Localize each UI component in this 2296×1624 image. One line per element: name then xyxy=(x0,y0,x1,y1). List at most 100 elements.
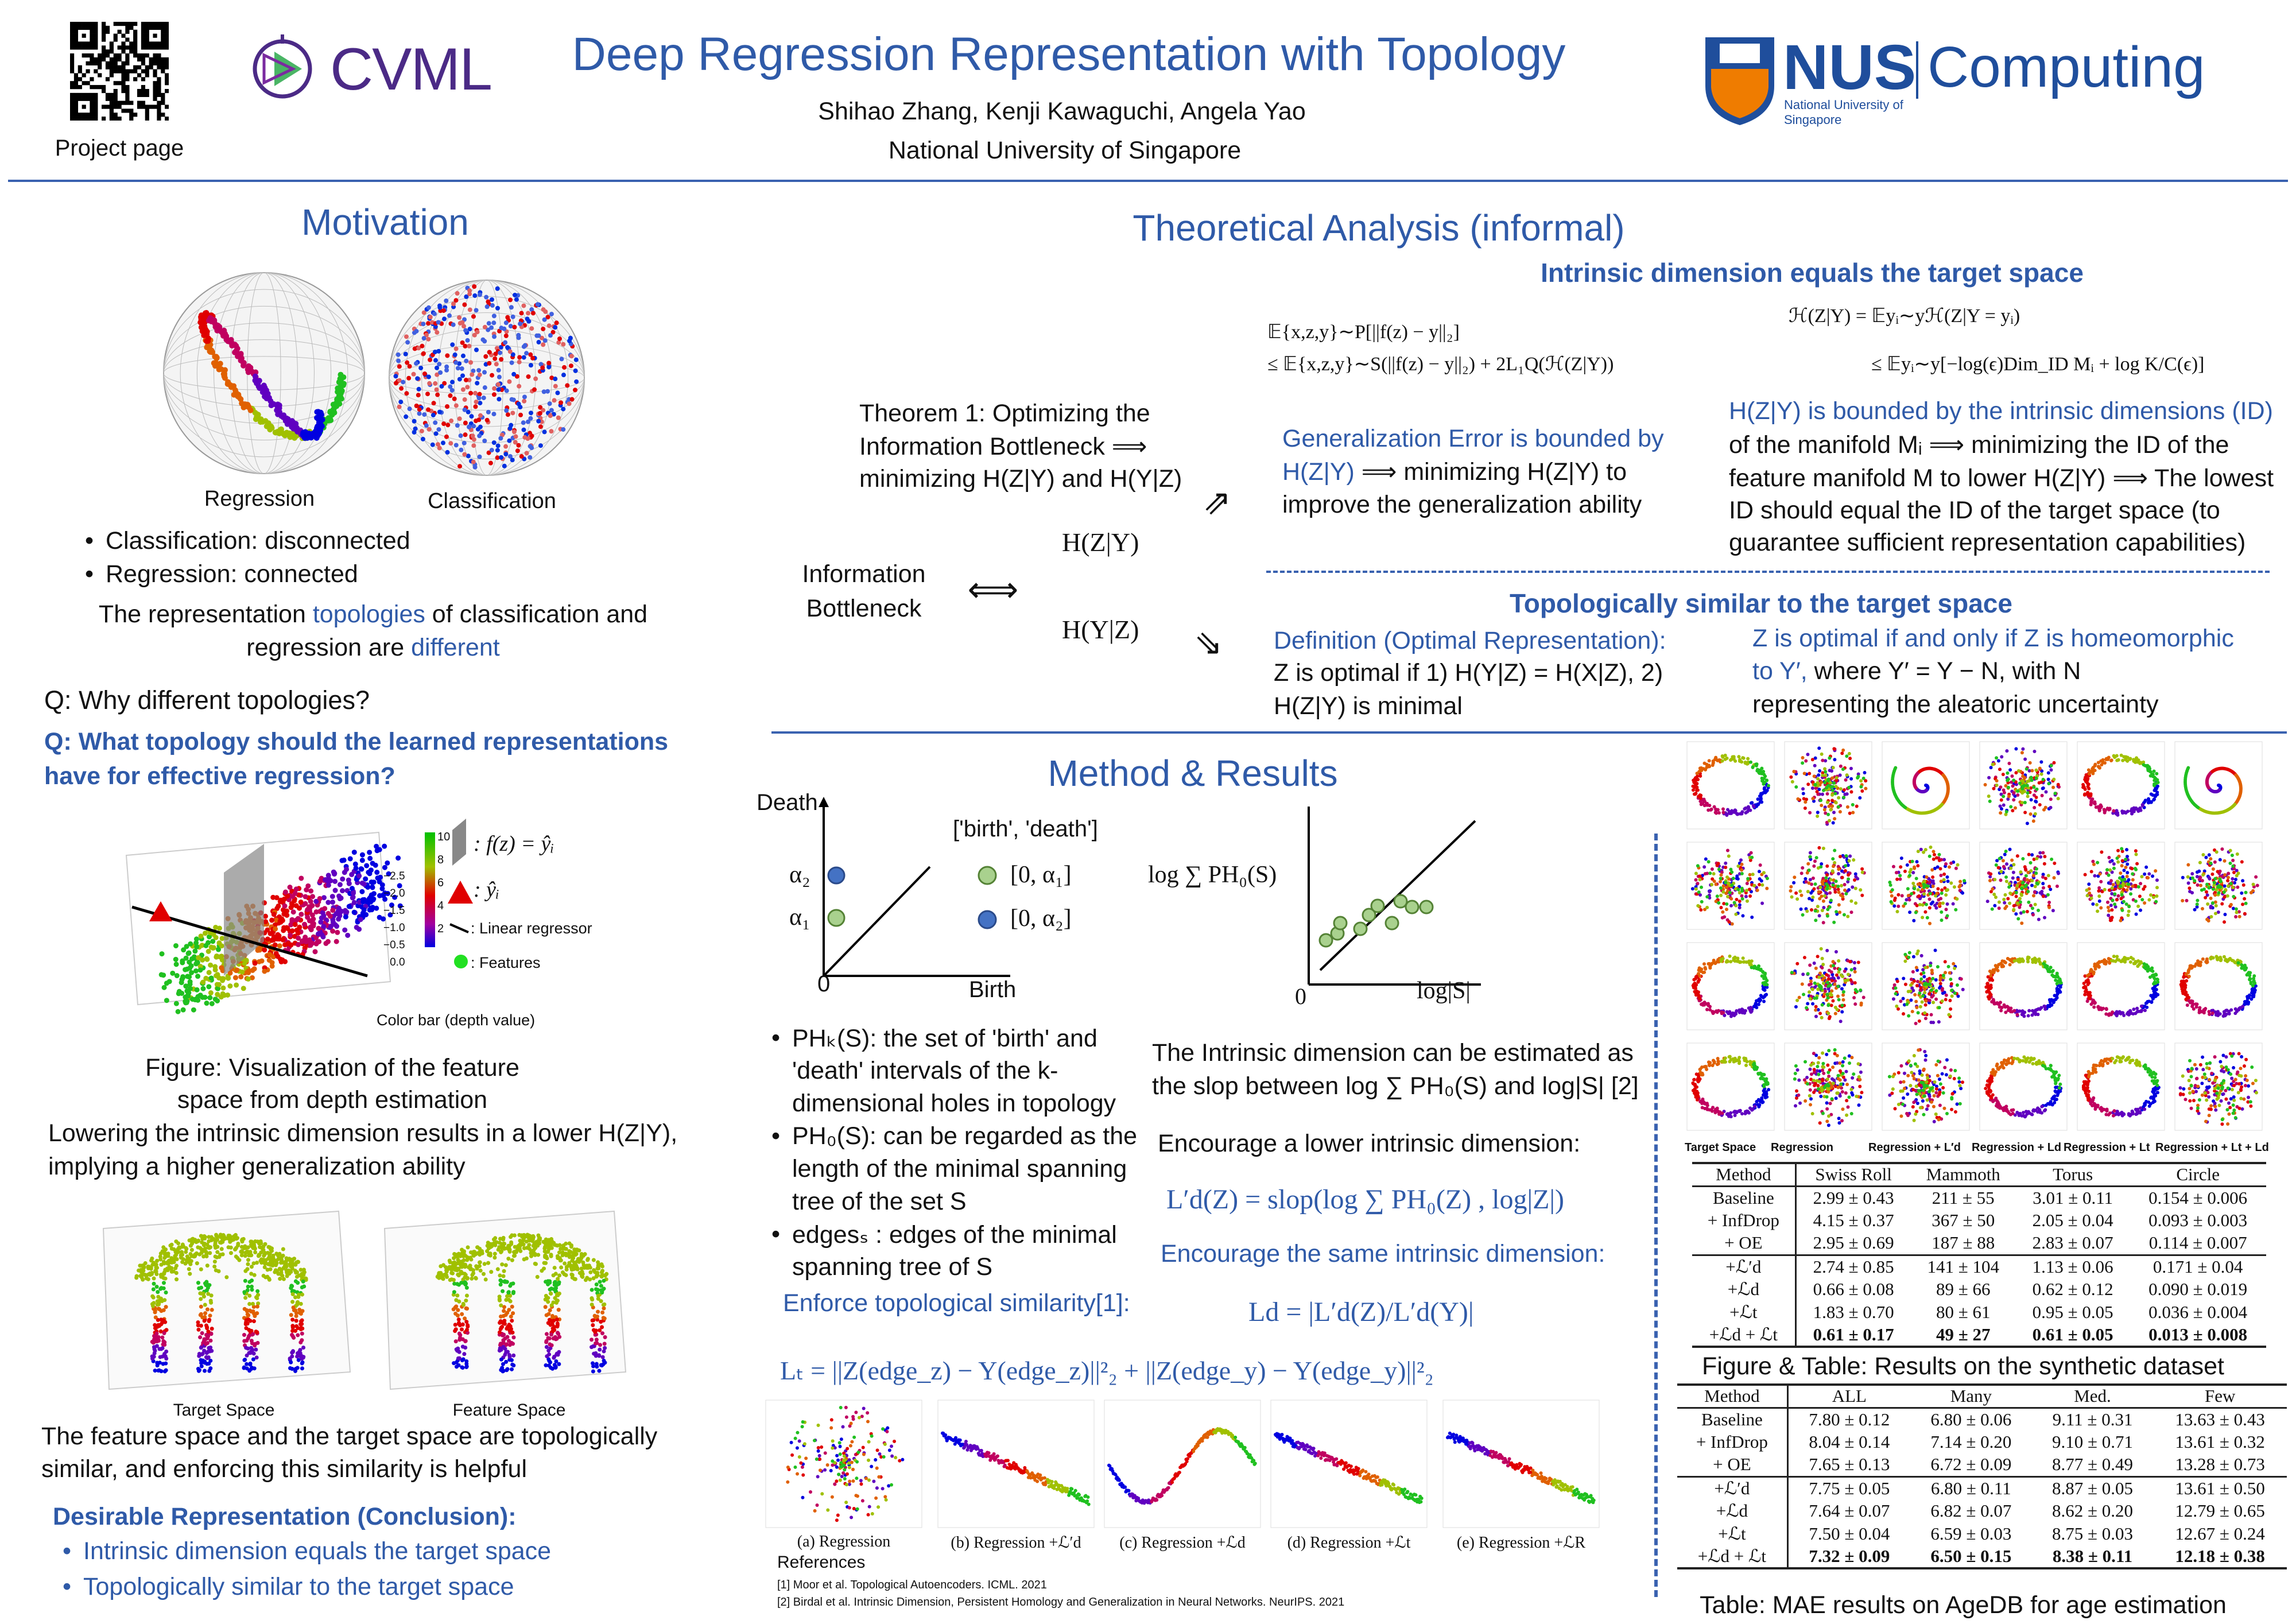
scatter-point xyxy=(452,1256,456,1261)
scatter-point xyxy=(475,381,480,386)
scatter-point xyxy=(207,1239,211,1243)
synthetic-results-image-grid xyxy=(1685,739,2264,1141)
scatter-point xyxy=(1414,1493,1418,1497)
scatter-point xyxy=(996,1454,999,1458)
scatter-point xyxy=(1849,790,1853,794)
scatter-point xyxy=(241,986,246,991)
scatter-point xyxy=(866,1420,870,1424)
scatter-point xyxy=(191,954,197,960)
scatter-point xyxy=(374,843,379,849)
scatter-point xyxy=(203,1303,207,1307)
scatter-point xyxy=(1832,811,1836,815)
scatter-point xyxy=(454,1347,459,1352)
scatter-point xyxy=(151,1287,156,1292)
scatter-point xyxy=(227,970,233,976)
scatter-point xyxy=(336,916,342,922)
scatter-point xyxy=(371,891,377,897)
scatter-point xyxy=(1711,761,1715,765)
scatter-point xyxy=(289,1313,293,1317)
scatter-point xyxy=(468,360,474,365)
scatter-point xyxy=(220,1252,225,1257)
scatter-point xyxy=(516,443,521,448)
scatter-point xyxy=(433,324,438,330)
scatter-point xyxy=(282,959,288,964)
scatter-point xyxy=(867,1478,871,1482)
scatter-point xyxy=(396,358,401,363)
scatter-point xyxy=(164,1305,168,1309)
scatter-point xyxy=(1834,801,1838,805)
scatter-point xyxy=(1695,772,1699,776)
scatter-point xyxy=(210,939,216,944)
scatter-point xyxy=(538,443,543,448)
pd-birth-label: Birth xyxy=(969,977,1017,1002)
scatter-point xyxy=(315,940,320,945)
scatter-point xyxy=(249,1253,254,1258)
scatter-point xyxy=(255,1289,260,1293)
scatter-point xyxy=(258,417,264,424)
hyz-label: H(Y|Z) xyxy=(1062,615,1139,644)
scatter-point xyxy=(550,1313,554,1318)
legend-plane: : f(z) = ŷᵢ xyxy=(474,832,554,856)
method-bullet-line: PH₀(S): can be regarded as the xyxy=(771,1122,1137,1150)
scatter-point xyxy=(549,312,554,317)
scatter-point xyxy=(855,1476,859,1480)
scatter-point xyxy=(206,970,212,975)
scatter-point xyxy=(215,986,221,991)
scatter-point xyxy=(526,374,531,379)
scatter-point xyxy=(1843,792,1847,796)
information-bottleneck-label: Information xyxy=(802,560,926,588)
scatter-point xyxy=(816,1445,820,1449)
qr-code-icon[interactable] xyxy=(70,22,169,121)
scatter-point xyxy=(209,1001,215,1006)
scatter-point xyxy=(295,1300,300,1305)
scatter-point xyxy=(840,1475,844,1479)
scatter-point xyxy=(1824,759,1828,763)
scatter-point xyxy=(963,1445,967,1449)
scatter-point xyxy=(471,443,476,448)
scatter-point xyxy=(1830,793,1835,797)
scatter-point xyxy=(213,354,219,360)
scatter-point xyxy=(494,1240,499,1245)
scatter-point xyxy=(478,413,483,418)
scatter-point xyxy=(457,416,462,421)
scatter-point xyxy=(563,1246,567,1251)
scatter-point xyxy=(1835,778,1839,782)
scatter-point xyxy=(1712,805,1716,809)
scatter-point xyxy=(510,1330,515,1335)
scatter-point xyxy=(321,913,327,918)
scatter-point xyxy=(560,1250,565,1255)
scatter-point xyxy=(426,336,431,342)
scatter-point xyxy=(455,423,460,428)
lt-formula: Lₜ = ||Z(edge_z) − Y(edge_z)||²₂ + ||Z(e… xyxy=(780,1356,1434,1385)
scatter-point xyxy=(209,1293,214,1298)
scatter-point xyxy=(1823,781,1827,785)
scatter-point xyxy=(340,374,347,381)
scatter-point xyxy=(1166,1486,1170,1490)
scatter-point xyxy=(1824,811,1828,815)
scatter-point xyxy=(251,1311,256,1316)
scatter-point xyxy=(463,1316,467,1321)
scatter-point xyxy=(816,1449,820,1453)
scatter-point xyxy=(270,894,276,900)
scatter-point xyxy=(509,360,514,365)
scatter-point xyxy=(471,437,476,442)
scatter-point xyxy=(463,1273,468,1277)
scatter-point xyxy=(249,1351,253,1355)
scatter-point xyxy=(242,1339,247,1343)
scatter-point xyxy=(1507,1460,1511,1464)
colorbar-tick: 6 xyxy=(437,877,444,889)
scatter-point xyxy=(847,1466,851,1470)
scatter-point xyxy=(298,912,304,917)
scatter-point xyxy=(464,358,469,363)
scatter-point xyxy=(867,1505,871,1509)
scatter-point xyxy=(510,1319,514,1323)
method-bullet-line: PHₖ(S): the set of 'birth' and xyxy=(771,1024,1097,1053)
scatter-point xyxy=(596,1260,600,1265)
scatter-point xyxy=(437,362,442,367)
scatter-point xyxy=(543,1305,548,1309)
generalization-text-3: improve the generalization ability xyxy=(1282,491,1642,518)
scatter-point xyxy=(270,1261,275,1265)
scatter-point xyxy=(257,385,263,392)
scatter-point xyxy=(543,1297,548,1302)
colorbar-ticks: 10 8 6 4 2 xyxy=(437,825,450,940)
